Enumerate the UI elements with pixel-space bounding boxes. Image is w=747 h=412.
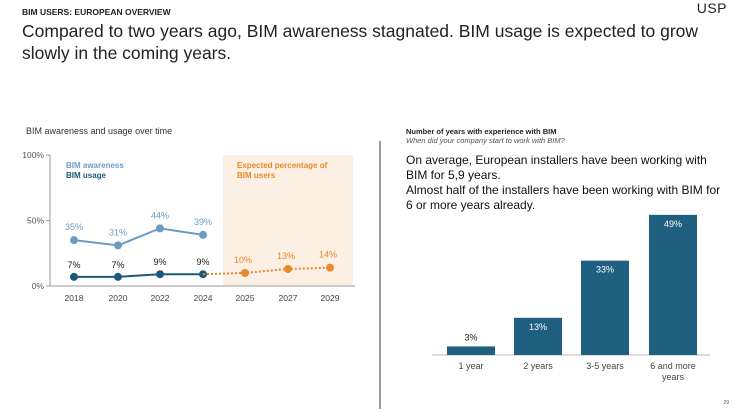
bar — [649, 214, 697, 355]
data-label-awareness: 31% — [109, 227, 127, 237]
bar-chart-title: Number of years with experience with BIM — [406, 127, 557, 136]
data-point-expected — [326, 263, 334, 272]
bar-chart: 3% 1 year 13% 2 years 33% 3-5 years 49% 6 and m… — [432, 214, 710, 382]
bar-value-label: 49% — [664, 219, 682, 229]
data-label-expected: 14% — [319, 250, 337, 260]
bar-chart-subtitle: When did your company start to work with… — [406, 136, 565, 145]
y-tick-label: 0% — [32, 281, 45, 291]
data-label-usage: 7% — [111, 260, 124, 270]
data-point-usage — [70, 272, 78, 281]
x-tick-label: 2024 — [194, 293, 213, 303]
page-headline: Compared to two years ago, BIM awareness… — [22, 21, 699, 63]
data-label-awareness: 35% — [65, 222, 83, 232]
data-point-usage — [114, 272, 122, 281]
data-point-awareness — [70, 236, 78, 245]
data-point-usage — [199, 270, 207, 279]
bar-category-label: 1 year — [458, 361, 483, 371]
data-point-expected — [284, 264, 292, 273]
legend-awareness: BIM awareness — [66, 161, 124, 170]
data-point-awareness — [114, 241, 122, 250]
company-logo: USP — [696, 0, 727, 16]
data-point-usage — [156, 270, 164, 279]
bar — [447, 346, 495, 355]
bar — [581, 260, 629, 355]
x-tick-label: 2027 — [279, 293, 298, 303]
data-label-usage: 9% — [153, 257, 166, 267]
line-chart-title: BIM awareness and usage over time — [26, 126, 173, 136]
summary-text: On average, European installers have bee… — [406, 153, 726, 213]
series-line-awareness — [73, 227, 204, 247]
line-chart: 0% 50% 100% 2018 2020 2022 2024 2025 2027 2029 35%… — [22, 150, 355, 303]
data-label-awareness: 39% — [194, 217, 212, 227]
bar-value-label: 3% — [464, 332, 477, 342]
legend-expected: Expected percentage of BIM users — [237, 161, 328, 180]
series-line-expected — [202, 266, 331, 276]
summary-line-2: Almost half of the installers have been … — [406, 183, 721, 212]
data-point-awareness — [199, 230, 207, 239]
data-label-awareness: 44% — [151, 210, 169, 220]
data-label-expected: 13% — [277, 251, 295, 261]
bar-category-label: 3-5 years — [586, 361, 624, 371]
x-tick-label: 2025 — [236, 293, 255, 303]
series-line-usage — [74, 273, 203, 278]
bar-value-label: 13% — [529, 322, 547, 332]
data-label-usage: 9% — [196, 257, 209, 267]
bar-category-label: 2 years — [523, 361, 553, 371]
x-tick-label: 2029 — [321, 293, 340, 303]
data-point-awareness — [156, 224, 164, 233]
x-tick-label: 2018 — [65, 293, 84, 303]
legend-usage: BIM usage — [66, 171, 107, 180]
x-tick-label: 2022 — [151, 293, 170, 303]
section-eyebrow: BIM USERS: EUROPEAN OVERVIEW — [22, 7, 171, 17]
bar-category-label: 6 and more — [650, 361, 696, 371]
data-label-expected: 10% — [234, 255, 252, 265]
page-number: 29 — [723, 400, 729, 406]
bar-value-label: 33% — [596, 265, 614, 275]
summary-line-1: On average, European installers have bee… — [406, 153, 707, 182]
y-tick-label: 50% — [27, 216, 44, 226]
data-point-expected — [241, 268, 249, 277]
y-tick-label: 100% — [22, 150, 44, 160]
data-label-usage: 7% — [67, 260, 80, 270]
bar-category-label: years — [662, 372, 685, 382]
bar — [514, 317, 562, 355]
panel-divider — [379, 141, 381, 409]
x-tick-label: 2020 — [109, 293, 128, 303]
